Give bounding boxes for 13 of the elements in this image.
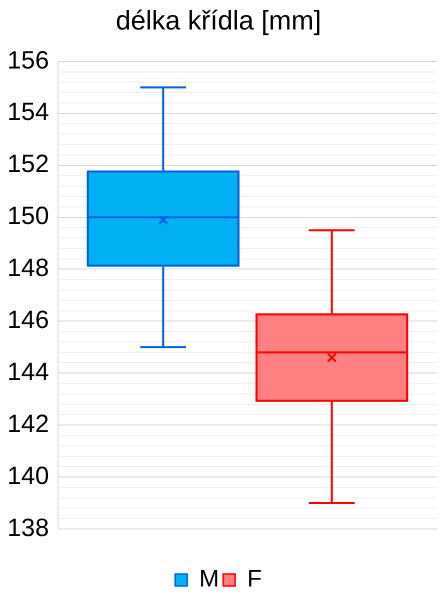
y-tick-label: 154 <box>7 98 50 126</box>
y-tick-label: 140 <box>7 462 49 490</box>
y-tick-label: 148 <box>7 254 49 282</box>
y-tick-label: 146 <box>7 306 49 334</box>
y-tick-label: 142 <box>7 410 49 438</box>
y-tick-label: 156 <box>7 46 49 74</box>
y-tick-label: 144 <box>7 358 50 386</box>
y-tick-label: 150 <box>7 202 49 230</box>
y-tick-label: 152 <box>7 150 49 178</box>
legend-label: M <box>199 566 220 593</box>
y-tick-label: 138 <box>7 514 49 542</box>
chart-title: délka křídla [mm] <box>116 6 322 36</box>
legend-label: F <box>247 566 262 593</box>
